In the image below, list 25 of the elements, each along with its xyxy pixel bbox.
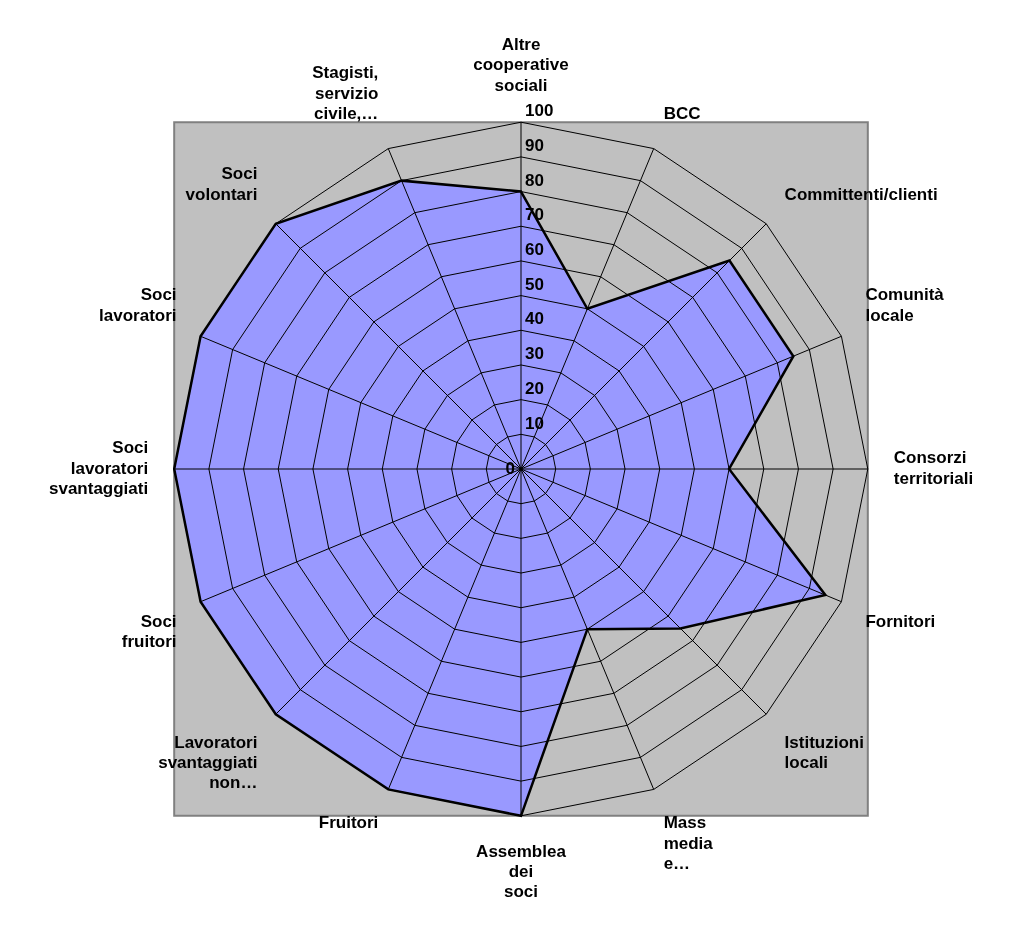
spoke-label: Altre cooperative sociali xyxy=(473,34,569,95)
spoke-label: Istituzioni locali xyxy=(784,732,864,772)
y-tick-label: 50 xyxy=(525,274,544,294)
y-tick-label: 30 xyxy=(525,344,544,364)
spoke-label: Assemblea dei soci xyxy=(476,841,567,902)
y-tick-label: 100 xyxy=(525,101,554,121)
spoke-label: Soci lavoratori xyxy=(99,285,177,325)
y-tick-label: 60 xyxy=(525,240,544,260)
spoke-label: Soci fruitori xyxy=(121,611,177,651)
spoke-label: Fornitori xyxy=(865,611,936,631)
y-tick-label: 90 xyxy=(525,136,544,156)
y-tick-label: 10 xyxy=(525,413,544,433)
spoke-label: Consorzi territoriali xyxy=(893,448,974,488)
spoke-label: Committenti/clienti xyxy=(784,184,938,204)
y-tick-label: 80 xyxy=(525,170,544,190)
spoke-label: Soci volontari xyxy=(185,164,258,204)
spoke-label: Fruitori xyxy=(318,813,379,833)
y-tick-label: 40 xyxy=(525,309,544,329)
spoke-label: BCC xyxy=(663,104,701,124)
spoke-label: Lavoratori svantaggiati non… xyxy=(158,732,258,793)
spoke-label: Comunità locale xyxy=(865,285,945,325)
spoke-label: Soci lavoratori svantaggiati xyxy=(48,438,149,499)
spoke-label: Mass media e… xyxy=(663,813,714,874)
spoke-label: Stagisti, servizio civile,… xyxy=(312,63,379,124)
y-tick-label: 20 xyxy=(525,378,544,398)
